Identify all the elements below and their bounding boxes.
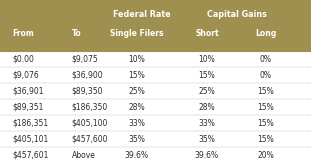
Text: 15%: 15% xyxy=(258,135,274,144)
Bar xyxy=(0,83,311,99)
Text: Single Filers: Single Filers xyxy=(110,29,164,38)
Text: 39.6%: 39.6% xyxy=(195,151,219,160)
Text: 15%: 15% xyxy=(258,103,274,112)
Bar xyxy=(0,115,311,131)
Text: 10%: 10% xyxy=(198,55,215,64)
Text: 28%: 28% xyxy=(198,103,215,112)
Text: 39.6%: 39.6% xyxy=(125,151,149,160)
Bar xyxy=(0,99,311,115)
Bar xyxy=(0,0,311,51)
Text: 35%: 35% xyxy=(128,135,145,144)
Text: 15%: 15% xyxy=(258,87,274,96)
Text: 33%: 33% xyxy=(128,119,145,128)
Text: 0%: 0% xyxy=(260,71,272,80)
Text: $186,351: $186,351 xyxy=(12,119,49,128)
Text: 28%: 28% xyxy=(128,103,145,112)
Text: $405,100: $405,100 xyxy=(72,119,108,128)
Text: Short: Short xyxy=(195,29,219,38)
Text: Capital Gains: Capital Gains xyxy=(207,10,267,19)
Text: $89,351: $89,351 xyxy=(12,103,44,112)
Text: Federal Rate: Federal Rate xyxy=(113,10,170,19)
Text: 10%: 10% xyxy=(128,55,145,64)
Text: $9,076: $9,076 xyxy=(12,71,39,80)
Text: 20%: 20% xyxy=(258,151,274,160)
Text: $36,901: $36,901 xyxy=(12,87,44,96)
Text: 0%: 0% xyxy=(260,55,272,64)
Text: 15%: 15% xyxy=(198,71,215,80)
Text: 15%: 15% xyxy=(258,119,274,128)
Text: To: To xyxy=(72,29,81,38)
Bar xyxy=(0,67,311,83)
Text: $36,900: $36,900 xyxy=(72,71,103,80)
Bar xyxy=(0,51,311,67)
Text: $405,101: $405,101 xyxy=(12,135,49,144)
Text: $0.00: $0.00 xyxy=(12,55,34,64)
Text: From: From xyxy=(12,29,34,38)
Text: $9,075: $9,075 xyxy=(72,55,98,64)
Text: 25%: 25% xyxy=(198,87,215,96)
Text: 33%: 33% xyxy=(198,119,215,128)
Bar xyxy=(0,147,311,162)
Text: $457,601: $457,601 xyxy=(12,151,49,160)
Text: 25%: 25% xyxy=(128,87,145,96)
Text: $186,350: $186,350 xyxy=(72,103,108,112)
Text: Long: Long xyxy=(255,29,276,38)
Bar xyxy=(0,131,311,147)
Text: $457,600: $457,600 xyxy=(72,135,108,144)
Text: 15%: 15% xyxy=(128,71,145,80)
Text: Above: Above xyxy=(72,151,95,160)
Text: 35%: 35% xyxy=(198,135,215,144)
Text: $89,350: $89,350 xyxy=(72,87,103,96)
